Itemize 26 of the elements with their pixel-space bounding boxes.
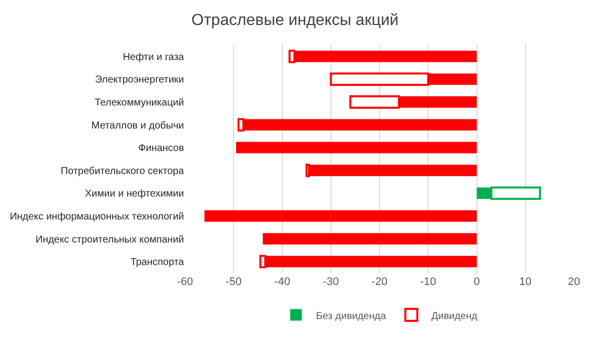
- y-tick-label: Химии и нефтехимии: [85, 188, 184, 200]
- bar: [236, 142, 477, 154]
- y-tick-label: Транспорта: [130, 257, 184, 268]
- legend-label: Без дивиденда: [316, 310, 386, 322]
- x-tick-label: 10: [519, 276, 532, 288]
- y-tick-label: Финансов: [138, 143, 184, 154]
- y-tick-label: Потребительского сектора: [60, 166, 184, 177]
- x-tick-label: -40: [274, 276, 290, 288]
- x-tick-label: 20: [568, 276, 580, 288]
- x-tick-label: -30: [322, 276, 339, 288]
- x-tick-label: -50: [226, 276, 242, 288]
- y-tick-label: Электроэнергетики: [95, 74, 184, 86]
- y-tick-label: Индекс информационных технологий: [10, 212, 184, 222]
- y-tick-label: Металлов и добычи: [91, 120, 184, 132]
- y-tick-label: Индекс строительных компаний: [36, 234, 184, 246]
- x-tick-label: -10: [420, 276, 436, 288]
- y-tick-label: Нефти и газа: [122, 52, 184, 63]
- legend-label: Дивиденд: [431, 310, 478, 322]
- bar: [308, 164, 477, 176]
- x-tick-label: -60: [177, 276, 193, 288]
- chart-title: Отраслевые индексы акций: [191, 12, 399, 29]
- x-tick-label: 0: [474, 276, 480, 288]
- x-tick-label: -20: [372, 276, 388, 288]
- bar: [262, 233, 477, 244]
- y-tick-label: Телекоммуникаций: [94, 98, 184, 108]
- bar: [204, 210, 477, 222]
